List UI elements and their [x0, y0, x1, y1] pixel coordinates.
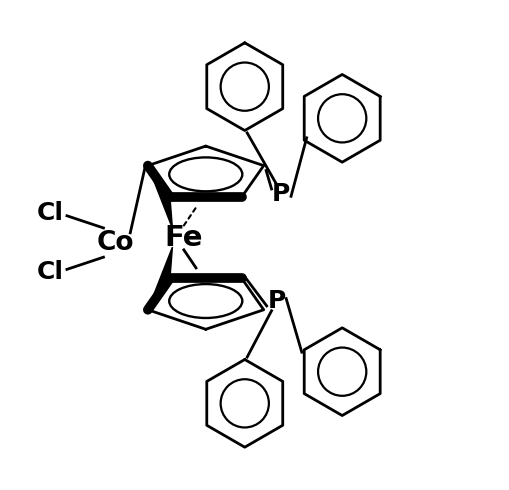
Text: Fe: Fe	[164, 224, 203, 252]
Text: Cl: Cl	[36, 260, 63, 284]
Polygon shape	[148, 247, 173, 310]
Text: Co: Co	[97, 229, 134, 256]
Text: P: P	[272, 182, 291, 206]
Polygon shape	[148, 166, 173, 228]
Text: P: P	[267, 289, 286, 313]
Text: Cl: Cl	[36, 201, 63, 225]
